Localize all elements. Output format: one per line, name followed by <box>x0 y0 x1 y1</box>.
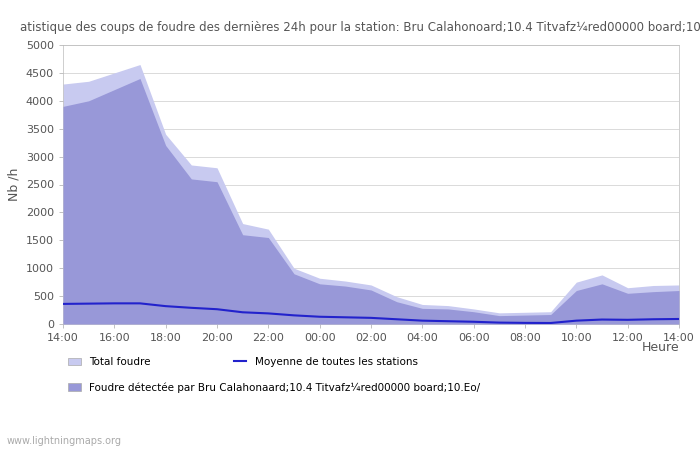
Text: www.lightningmaps.org: www.lightningmaps.org <box>7 436 122 446</box>
Text: atistique des coups de foudre des dernières 24h pour la station: Bru Calahonoard: atistique des coups de foudre des derniè… <box>20 21 700 34</box>
Y-axis label: Nb /h: Nb /h <box>7 168 20 201</box>
Text: Heure: Heure <box>641 341 679 354</box>
Legend: Foudre détectée par Bru Calahonaard;10.4 Titvafz¼red00000 board;10.Eo/: Foudre détectée par Bru Calahonaard;10.4… <box>68 382 480 393</box>
